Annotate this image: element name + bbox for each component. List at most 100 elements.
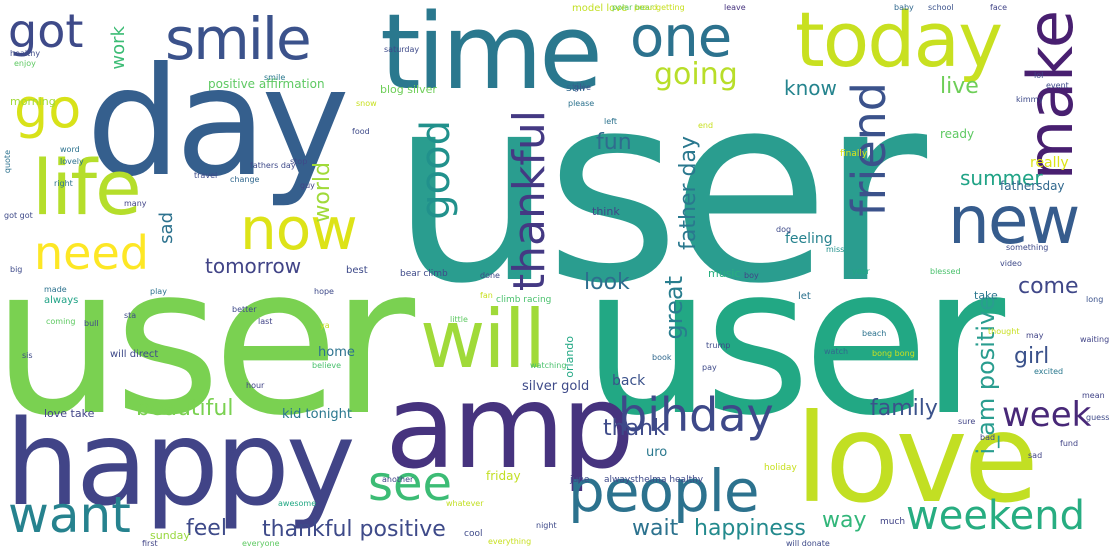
word: orlando: [563, 336, 576, 378]
word: right: [54, 179, 73, 188]
word: fathersday: [1000, 179, 1065, 193]
word: user: [0, 223, 415, 461]
word: summer: [960, 166, 1043, 190]
word: cool: [464, 529, 483, 539]
word: kid tonight: [282, 407, 353, 422]
word: school: [928, 3, 954, 12]
word: best: [346, 265, 368, 276]
word: sad: [156, 212, 177, 244]
word: healthy: [10, 49, 41, 58]
word: let: [798, 291, 811, 302]
word: finally: [840, 149, 868, 159]
word: fathers day: [250, 161, 296, 170]
word: guy: [300, 181, 315, 190]
word: friday: [486, 469, 521, 483]
word: coming: [46, 317, 76, 326]
word: everyone: [242, 539, 280, 548]
word: got: [8, 4, 84, 58]
word: fan: [480, 291, 493, 300]
word: happiness: [694, 516, 806, 541]
word: food: [352, 127, 370, 136]
word: boy: [744, 271, 759, 280]
word: enjoy: [14, 59, 36, 68]
word: thankful positive: [262, 517, 446, 542]
word: end: [698, 121, 714, 130]
word: need: [34, 226, 149, 280]
word: world: [310, 162, 335, 223]
word: new: [948, 182, 1080, 259]
word: home: [318, 345, 355, 360]
word: still: [566, 81, 586, 94]
word: live: [940, 74, 979, 99]
word: will direct: [110, 349, 159, 360]
word: thankful: [504, 110, 555, 292]
word: better: [232, 305, 257, 314]
word: positive affirmation: [208, 77, 325, 91]
word: today: [795, 0, 1003, 84]
word: hope: [314, 287, 334, 296]
word: go: [14, 77, 82, 140]
word: play: [150, 287, 167, 296]
word: morning: [10, 95, 56, 108]
word: pay: [702, 363, 717, 372]
word: beautiful: [136, 396, 234, 421]
word: bear climb: [400, 269, 448, 279]
word: people: [568, 457, 760, 525]
word: smile: [264, 73, 286, 82]
word: word: [60, 145, 80, 154]
word: little: [450, 315, 468, 324]
word: much: [880, 517, 906, 527]
word: lovely: [60, 157, 84, 166]
word: feeling: [785, 231, 833, 247]
word: another: [382, 475, 414, 484]
word: year: [852, 267, 870, 276]
word: family: [870, 396, 938, 421]
word: music: [708, 267, 741, 280]
word: girl: [1014, 344, 1050, 369]
word: one: [630, 5, 732, 70]
word: silver gold: [522, 379, 590, 394]
word: awesome: [278, 499, 317, 508]
word: travel: [194, 171, 218, 180]
word: guess: [1086, 413, 1109, 422]
word: dog: [776, 225, 792, 234]
word: sure: [958, 417, 976, 426]
word: beach: [862, 329, 887, 338]
word: see: [368, 456, 453, 512]
word: made: [44, 285, 67, 294]
word: face: [990, 3, 1008, 12]
word: user: [390, 39, 927, 341]
word: waiting: [1080, 335, 1109, 344]
word: event: [1046, 81, 1069, 90]
word: sis: [22, 351, 33, 360]
word: excited: [1034, 367, 1064, 376]
word: whatever: [446, 499, 484, 508]
word: mean: [1082, 391, 1105, 400]
word: i_am positive: [972, 296, 1000, 455]
word: many: [124, 199, 147, 208]
word: good: [413, 120, 459, 220]
word: please: [568, 99, 595, 108]
word: weekend: [906, 493, 1086, 539]
word: father day: [676, 136, 701, 250]
word: look: [584, 270, 630, 295]
word: fun: [596, 130, 632, 155]
word: snow: [356, 99, 377, 108]
word: blessed: [930, 267, 961, 276]
word: done: [480, 271, 500, 280]
word: saturday: [384, 45, 420, 54]
word: stop: [290, 157, 308, 166]
word: climb racing: [496, 295, 552, 305]
word: left: [604, 117, 617, 126]
word: tomorrow: [205, 254, 302, 278]
word: book: [652, 353, 672, 362]
word: bull: [84, 319, 99, 328]
word: user: [582, 223, 1005, 461]
word: trump: [706, 341, 731, 350]
word: change: [230, 175, 260, 184]
word: great: [660, 276, 688, 340]
word: long: [1086, 295, 1104, 304]
word: fund: [1060, 439, 1079, 448]
word: sunday: [150, 529, 190, 542]
